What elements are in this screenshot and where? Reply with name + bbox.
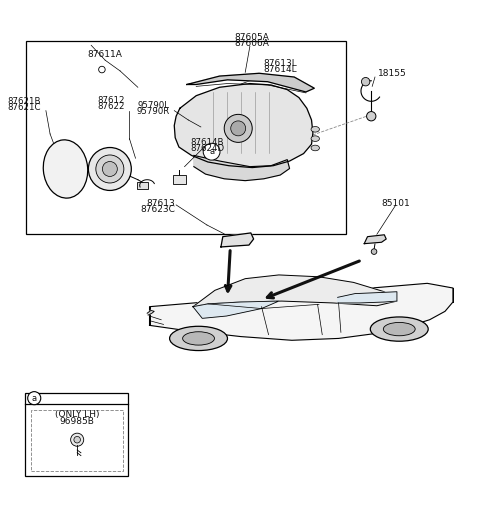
Circle shape — [96, 155, 124, 183]
Circle shape — [203, 144, 220, 160]
Text: 87621B: 87621B — [7, 97, 41, 106]
Ellipse shape — [169, 326, 228, 350]
Polygon shape — [147, 310, 154, 315]
Text: 95790L: 95790L — [138, 100, 169, 110]
Text: (ONLY LH): (ONLY LH) — [55, 410, 99, 419]
Bar — [31, 410, 123, 471]
Ellipse shape — [370, 317, 428, 341]
Circle shape — [71, 433, 84, 446]
Polygon shape — [174, 84, 313, 167]
Text: 85101: 85101 — [381, 199, 410, 207]
Polygon shape — [194, 155, 289, 180]
Text: 87614B: 87614B — [190, 138, 224, 147]
Ellipse shape — [311, 145, 319, 151]
Bar — [25, 393, 128, 476]
Ellipse shape — [182, 332, 215, 345]
Text: 87612: 87612 — [97, 96, 125, 105]
Bar — [26, 41, 346, 235]
Text: 87613: 87613 — [146, 199, 175, 207]
Bar — [173, 175, 186, 185]
Text: 87611A: 87611A — [88, 50, 122, 59]
Polygon shape — [150, 283, 453, 340]
Polygon shape — [193, 301, 279, 318]
Bar — [137, 182, 148, 189]
Text: 18155: 18155 — [378, 69, 407, 78]
Circle shape — [361, 77, 370, 86]
Circle shape — [224, 114, 252, 142]
Text: 87621C: 87621C — [7, 103, 41, 112]
Ellipse shape — [311, 126, 319, 132]
Text: a: a — [32, 394, 37, 402]
Polygon shape — [193, 275, 397, 307]
Circle shape — [88, 148, 132, 190]
Text: 87624D: 87624D — [190, 144, 224, 153]
Polygon shape — [364, 235, 386, 244]
Circle shape — [367, 112, 376, 121]
Text: 87605A: 87605A — [235, 33, 270, 42]
Circle shape — [371, 249, 377, 254]
Circle shape — [74, 436, 81, 443]
Polygon shape — [187, 73, 314, 92]
Ellipse shape — [384, 322, 415, 336]
Text: 87613L: 87613L — [263, 59, 297, 68]
Circle shape — [102, 162, 117, 176]
Text: 95790R: 95790R — [136, 107, 169, 115]
Circle shape — [231, 121, 246, 136]
Text: 87622: 87622 — [97, 102, 125, 111]
Polygon shape — [221, 233, 253, 247]
Text: 96985B: 96985B — [60, 417, 95, 425]
Ellipse shape — [43, 140, 88, 198]
Circle shape — [99, 66, 105, 73]
Polygon shape — [337, 292, 397, 303]
Circle shape — [28, 392, 41, 405]
Ellipse shape — [311, 136, 319, 141]
Text: 87623C: 87623C — [140, 205, 175, 214]
Text: a: a — [209, 147, 214, 156]
Text: 87614L: 87614L — [263, 64, 297, 74]
Text: 87606A: 87606A — [235, 39, 270, 48]
